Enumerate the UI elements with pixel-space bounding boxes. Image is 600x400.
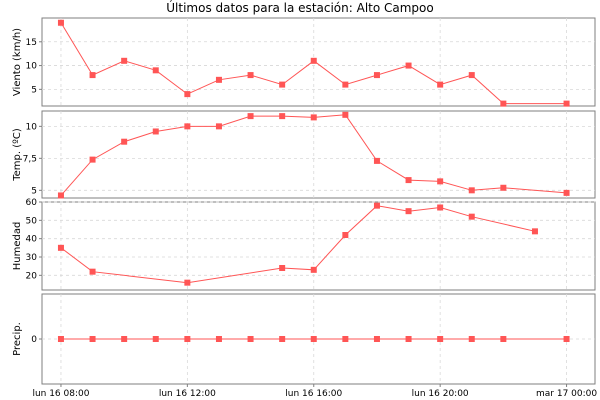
x-tick-label: lun 16 12:00 — [159, 389, 216, 399]
panel-humedad: 20 30 40 50 60 Humedad — [12, 198, 596, 291]
data-point — [152, 67, 159, 74]
data-point — [310, 114, 317, 121]
data-point — [405, 62, 412, 69]
data-point — [247, 113, 254, 120]
x-tick-label: lun 16 08:00 — [32, 389, 89, 399]
y-axis-label: Temp. (ºC) — [12, 128, 23, 182]
data-point — [215, 123, 222, 130]
x-tick-label: lun 16 20:00 — [412, 389, 469, 399]
data-point — [279, 81, 286, 88]
data-point — [152, 128, 159, 135]
data-point — [405, 177, 412, 184]
series-line-temperatura — [60, 114, 567, 196]
data-point — [152, 336, 159, 342]
data-point — [184, 123, 191, 130]
data-point — [437, 204, 444, 211]
data-point — [468, 187, 475, 194]
data-point — [57, 192, 64, 199]
data-point — [405, 336, 412, 342]
data-point — [563, 336, 570, 342]
y-tick-label: 0 — [31, 335, 37, 345]
series-line-viento — [60, 22, 567, 105]
y-tick-label: 7,5 — [23, 154, 37, 164]
data-point — [342, 232, 349, 238]
data-point — [121, 138, 128, 145]
y-tick-label: 40 — [26, 235, 38, 245]
chart-title: Últimos datos para la estación: Alto Cam… — [166, 0, 433, 15]
data-point — [310, 336, 317, 342]
data-point — [89, 336, 96, 342]
data-point — [310, 266, 317, 273]
data-point — [437, 336, 444, 342]
data-point — [215, 336, 222, 342]
data-point — [57, 244, 64, 251]
x-tick-label: lun 16 16:00 — [285, 389, 342, 399]
data-point — [500, 100, 507, 107]
data-point — [89, 268, 96, 275]
panel-precipitacion: 0 Precip. — [12, 293, 596, 385]
data-point — [342, 111, 349, 118]
y-axis-label: Precip. — [12, 322, 23, 356]
data-point — [373, 157, 380, 164]
data-point — [89, 156, 96, 163]
data-point — [247, 336, 254, 342]
panel-frame — [41, 17, 596, 107]
x-tick-label: mar 17 00:00 — [536, 389, 597, 399]
data-point — [468, 336, 475, 342]
y-tick-label: 10 — [26, 62, 38, 72]
data-point — [89, 72, 96, 79]
panel-frame — [41, 201, 596, 291]
data-point — [342, 81, 349, 88]
data-point — [373, 336, 380, 342]
data-point — [468, 213, 475, 220]
data-point — [373, 202, 380, 209]
data-point — [405, 208, 412, 215]
y-tick-label: 20 — [26, 271, 38, 281]
data-point — [184, 336, 191, 342]
y-tick-label: 15 — [26, 38, 37, 48]
data-point — [215, 76, 222, 83]
panel-frame — [41, 110, 596, 199]
data-point — [121, 336, 128, 342]
y-tick-label: 5 — [31, 85, 37, 95]
data-point — [310, 57, 317, 64]
data-point — [437, 178, 444, 185]
data-point — [437, 81, 444, 88]
data-point — [342, 336, 349, 342]
y-tick-label: 5 — [31, 186, 37, 196]
y-axis-label: Humedad — [12, 222, 23, 271]
y-tick-label: 10 — [26, 122, 38, 132]
data-point — [279, 265, 286, 271]
data-point — [531, 228, 538, 235]
data-point — [247, 72, 254, 79]
data-point — [57, 336, 64, 342]
data-point — [373, 72, 380, 79]
data-point — [184, 91, 191, 98]
x-axis: lun 16 08:00 lun 16 12:00 lun 16 16:00 lun … — [32, 384, 597, 399]
data-point — [500, 336, 507, 342]
data-point — [184, 279, 191, 286]
y-axis-label: Viento (km/h) — [12, 28, 23, 96]
data-point — [563, 189, 570, 196]
data-point — [121, 57, 128, 64]
y-tick-label: 60 — [26, 198, 38, 208]
data-point — [279, 113, 286, 120]
data-point — [279, 336, 286, 342]
y-tick-label: 30 — [26, 253, 38, 263]
data-point — [500, 184, 507, 191]
data-point — [563, 100, 570, 107]
y-tick-label: 50 — [26, 216, 38, 226]
data-point — [468, 72, 475, 79]
data-point — [57, 19, 64, 26]
